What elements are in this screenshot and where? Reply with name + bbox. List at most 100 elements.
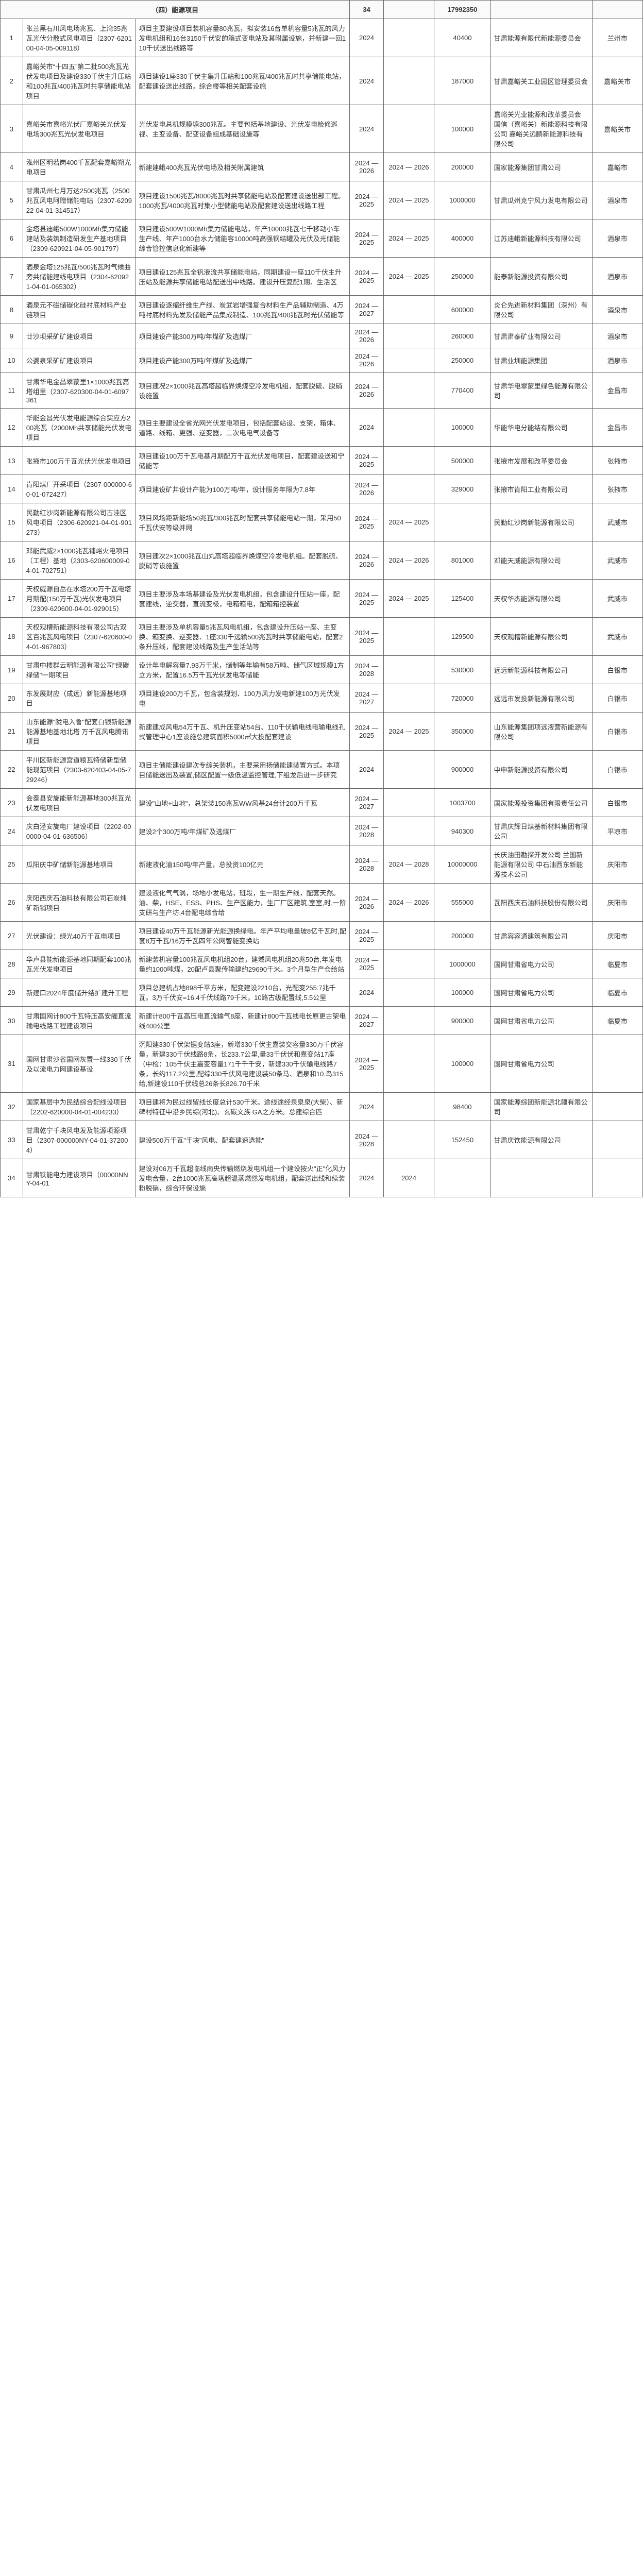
project-description: 项目建设40万千瓦能源新光能源换绿电。年产平均电量玻8亿千瓦时,配套8万千瓦/1…	[136, 922, 350, 950]
project-year: 2024 — 2026	[350, 475, 384, 503]
section-total: 17992350	[434, 1, 490, 19]
project-year-range	[383, 1121, 434, 1159]
responsible-unit: 甘肃嘉峪关工业园区管理委员会	[490, 57, 592, 105]
investment-amount: 329000	[434, 475, 490, 503]
city: 张掖市	[592, 475, 643, 503]
responsible-unit: 江苏迪峨新能源科技有限公司	[490, 219, 592, 258]
investment-amount: 400000	[434, 219, 490, 258]
project-description: 项目建将为民过线留线长度总计530千米。途线途经泉泉泉(大柴）、新碑村特征中沿乡…	[136, 1093, 350, 1121]
responsible-unit: 瓦阳西庆石油科技股份有限公司	[490, 884, 592, 922]
investment-amount: 100000	[434, 409, 490, 447]
investment-amount: 129500	[434, 618, 490, 656]
project-description: 项目总建机占地898千平方米，配变建设2210台，光配变255.7兆千瓦。3万千…	[136, 978, 350, 1007]
row-index: 13	[1, 447, 23, 475]
section-blank2	[490, 1, 592, 19]
project-description: 光伏发电总机规模塘300兆瓦。主要包括基地建设、光伏发电检修巡视、主变设备、配变…	[136, 105, 350, 153]
project-name: 庆白泾安旋电厂建设项目（2202-000000-04-01-636506）	[23, 817, 136, 845]
project-year: 2024 — 2025	[350, 447, 384, 475]
table-row: 25瓜阳庆中矿储新能源基地项目新建液化油150吨/年产量，总投资100亿元202…	[1, 845, 643, 884]
project-year-range	[383, 296, 434, 324]
project-year-range	[383, 684, 434, 713]
responsible-unit: 邓能天威能源有限公司	[490, 541, 592, 580]
project-year-range: 2024	[383, 1159, 434, 1197]
responsible-unit: 长庆油田勘探开发公司 兰国新能源有限公司 中石油西东新能源技术公司	[490, 845, 592, 884]
city: 嘉峪关市	[592, 105, 643, 153]
project-description: 新建建成风电54万千瓦、机升压变站54台、110千伏输电线电输电线孔式管理中心1…	[136, 713, 350, 751]
project-description: 项目建设200万千瓦，包含装规划、100万风力发电新建100万光伏发电	[136, 684, 350, 713]
project-year: 2024 — 2028	[350, 817, 384, 845]
table-row: 27光伏建设：绿光40万千瓦电项目项目建设40万千瓦能源新光能源换绿电。年产平均…	[1, 922, 643, 950]
city: 白银市	[592, 751, 643, 789]
project-year-range	[383, 475, 434, 503]
project-name: 甘肃铁能电力建设项目（00000NNY-04-01	[23, 1159, 136, 1197]
responsible-unit: 炎仑先进新材料集团（深州）有限公司	[490, 296, 592, 324]
investment-amount: 250000	[434, 348, 490, 372]
table-row: 5甘肃瓜州七月万达2500兆瓦（2500兆瓦风电阿赠储能电站（2307-6209…	[1, 181, 643, 219]
project-year-range: 2024 — 2026	[383, 153, 434, 181]
row-index: 26	[1, 884, 23, 922]
city: 庆阳市	[592, 845, 643, 884]
investment-amount: 200000	[434, 922, 490, 950]
row-index: 9	[1, 324, 23, 348]
table-row: 33甘肃乾宁千块风电发及能源项源项目（2307-000000NY-04-01-3…	[1, 1121, 643, 1159]
city: 武威市	[592, 618, 643, 656]
project-name: 酒泉金塔125兆瓦/500兆瓦时气候曲旁共储能建线电项目（2304-620921…	[23, 258, 136, 296]
project-name: 邓能武威2×1000兆瓦铺峪火电项目（工程）基地（2303-620600009-…	[23, 541, 136, 580]
project-year: 2024 — 2025	[350, 713, 384, 751]
city: 临夏市	[592, 950, 643, 978]
row-index: 32	[1, 1093, 23, 1121]
investment-amount: 600000	[434, 296, 490, 324]
table-row: 12华能金昌光伏发电能源综合实应方200兆瓦（2000Mh共享储能光伏发电项目项…	[1, 409, 643, 447]
responsible-unit: 张掖市发展和改革委员会	[490, 447, 592, 475]
project-year-range: 2024 — 2025	[383, 580, 434, 618]
responsible-unit: 远远新能源科技有限公司	[490, 656, 592, 684]
table-row: 2嘉峪关市“十四五”第二批500兆瓦光伏发电项目及建设330千伏主升压站和100…	[1, 57, 643, 105]
investment-amount: 98400	[434, 1093, 490, 1121]
city: 武威市	[592, 580, 643, 618]
project-description: 项目建设100万千瓦电基月期配万千瓦光伏发电项目，配套建设送和宁储能等	[136, 447, 350, 475]
project-year: 2024 — 2027	[350, 684, 384, 713]
investment-amount	[434, 1159, 490, 1197]
table-row: 13张掖市100万千瓦光伏光伏发电项目项目建设100万千瓦电基月期配万千瓦光伏发…	[1, 447, 643, 475]
city: 白银市	[592, 713, 643, 751]
project-year-range	[383, 1093, 434, 1121]
section-blank1	[383, 1, 434, 19]
row-index: 8	[1, 296, 23, 324]
investment-amount: 100000	[434, 1035, 490, 1093]
investment-amount: 1000000	[434, 181, 490, 219]
project-description: 新建装机容量100兆瓦风电机组20台，建域风电机组20兆50台,年发电量约100…	[136, 950, 350, 978]
project-year: 2024 — 2027	[350, 789, 384, 817]
responsible-unit: 甘肃肃泰矿业有限公司	[490, 324, 592, 348]
investment-amount: 801000	[434, 541, 490, 580]
project-year-range	[383, 1035, 434, 1093]
city: 酒泉市	[592, 324, 643, 348]
city	[592, 1035, 643, 1093]
project-name: 华能金昌光伏发电能源综合实应方200兆瓦（2000Mh共享储能光伏发电项目	[23, 409, 136, 447]
project-description: 项目建设产能300万吨/年煤矿及选煤厂	[136, 348, 350, 372]
section-count: 34	[350, 1, 384, 19]
project-name: 新建口2024年度储升结扩建升工程	[23, 978, 136, 1007]
city: 庆阳市	[592, 884, 643, 922]
responsible-unit: 中申新能源投资有限公司	[490, 751, 592, 789]
investment-amount: 1000000	[434, 950, 490, 978]
row-index: 34	[1, 1159, 23, 1197]
city: 嘉峪关市	[592, 57, 643, 105]
table-row: 22平川区新能源宫道粮瓦特储新型储能现范项目（2303-620403-04-05…	[1, 751, 643, 789]
table-row: 14肯阳煤厂开采项目（2307-000000-60-01-072427）项目建设…	[1, 475, 643, 503]
table-row: 18天权观槽新能源科技有限公司古双区百兆瓦风电项目（2307-620600-04…	[1, 618, 643, 656]
project-year-range	[383, 19, 434, 57]
investment-amount: 500000	[434, 447, 490, 475]
city: 酒泉市	[592, 348, 643, 372]
project-name: 甘肃瓜州七月万达2500兆瓦（2500兆瓦风电阿赠储能电站（2307-62092…	[23, 181, 136, 219]
project-year: 2024 — 2026	[350, 153, 384, 181]
row-index: 24	[1, 817, 23, 845]
project-year-range	[383, 751, 434, 789]
row-index: 6	[1, 219, 23, 258]
row-index: 27	[1, 922, 23, 950]
row-index: 22	[1, 751, 23, 789]
project-year: 2024	[350, 978, 384, 1007]
project-name: 酒泉元不磁储碳化硅衬底材料产业链项目	[23, 296, 136, 324]
project-year-range	[383, 1007, 434, 1035]
project-name: 华卢县能新能源基地同期配套100兆瓦光伏发电项目	[23, 950, 136, 978]
project-year: 2024	[350, 409, 384, 447]
